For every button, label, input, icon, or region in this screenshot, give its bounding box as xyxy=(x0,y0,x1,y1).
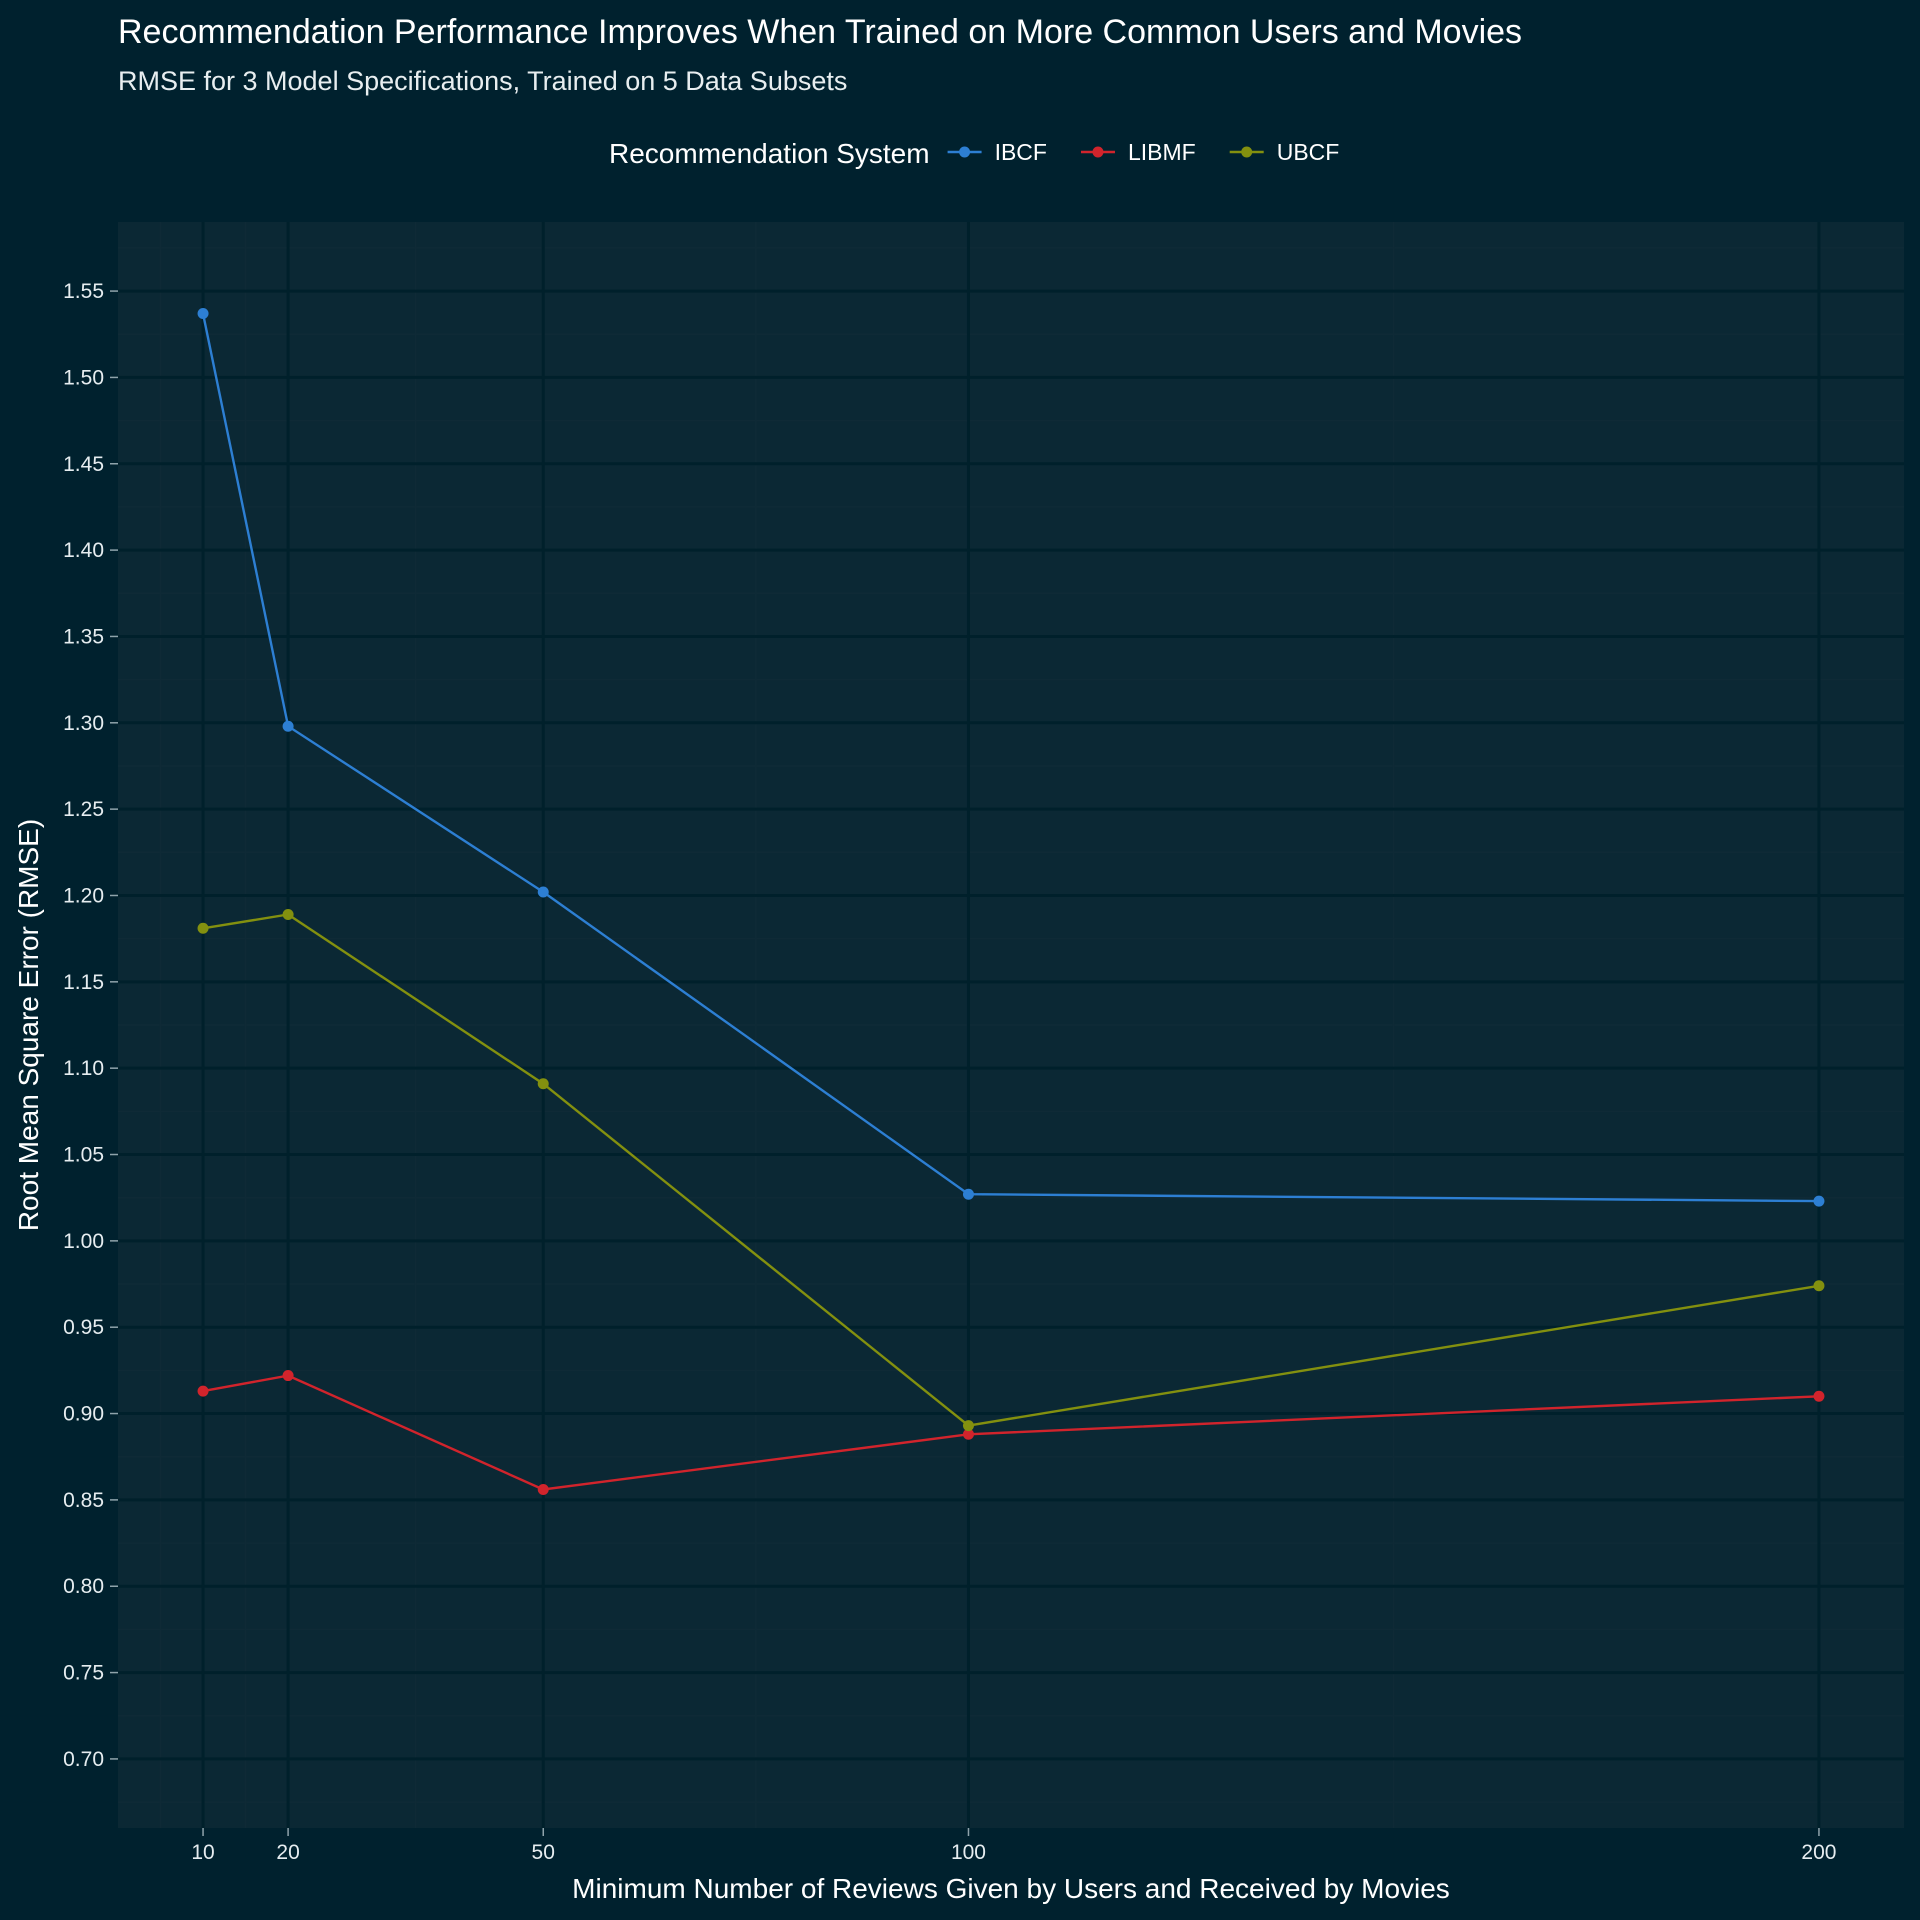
legend-marker-ubcf xyxy=(1241,146,1253,158)
data-point-ibcf xyxy=(962,1188,974,1200)
legend-label-ibcf: IBCF xyxy=(995,139,1047,165)
x-axis-label: Minimum Number of Reviews Given by Users… xyxy=(572,1873,1450,1904)
legend: Recommendation System IBCF LIBMF UBCF xyxy=(609,138,1339,169)
data-point-libmf xyxy=(537,1484,549,1496)
data-point-libmf xyxy=(1813,1390,1825,1402)
x-tick-label: 50 xyxy=(532,1841,555,1864)
legend-marker-libmf xyxy=(1092,146,1104,158)
data-point-ibcf xyxy=(282,720,294,732)
chart-subtitle: RMSE for 3 Model Specifications, Trained… xyxy=(118,66,847,96)
y-axis: 0.70 0.75 0.80 0.85 0.90 0.95 1.00 1.05 1.10 1.15… xyxy=(63,280,118,1771)
y-tick-label: 1.15 xyxy=(63,971,104,994)
grid-major xyxy=(118,222,1904,1828)
x-tick-label: 20 xyxy=(276,1841,299,1864)
y-tick-label: 0.85 xyxy=(63,1489,104,1512)
data-point-ubcf xyxy=(197,922,209,934)
x-axis: 10 20 50 100 200 xyxy=(191,1828,1836,1864)
y-tick-label: 1.10 xyxy=(63,1057,104,1080)
x-tick-label: 10 xyxy=(191,1841,214,1864)
data-point-libmf xyxy=(197,1385,209,1397)
y-tick-label: 1.20 xyxy=(63,884,104,907)
legend-title: Recommendation System xyxy=(609,138,930,169)
data-point-ubcf xyxy=(1813,1280,1825,1292)
data-point-libmf xyxy=(282,1370,294,1382)
chart-title: Recommendation Performance Improves When… xyxy=(118,13,1522,51)
y-tick-label: 0.80 xyxy=(63,1575,104,1598)
grid-minor xyxy=(118,222,1904,1828)
series-points xyxy=(197,308,1825,1496)
y-tick-label: 1.25 xyxy=(63,798,104,821)
y-tick-label: 1.50 xyxy=(63,366,104,389)
x-tick-label: 200 xyxy=(1801,1841,1836,1864)
x-tick-label: 100 xyxy=(951,1841,986,1864)
y-tick-label: 1.35 xyxy=(63,625,104,648)
legend-label-libmf: LIBMF xyxy=(1128,139,1196,165)
y-tick-label: 0.95 xyxy=(63,1316,104,1339)
data-point-ibcf xyxy=(537,886,549,898)
y-tick-label: 1.40 xyxy=(63,539,104,562)
y-axis-label: Root Mean Square Error (RMSE) xyxy=(13,819,44,1231)
data-point-ibcf xyxy=(1813,1195,1825,1207)
data-point-ibcf xyxy=(197,308,209,320)
data-point-ubcf xyxy=(962,1420,974,1432)
y-tick-label: 0.70 xyxy=(63,1748,104,1771)
y-tick-label: 1.30 xyxy=(63,712,104,735)
y-tick-label: 0.90 xyxy=(63,1403,104,1426)
legend-marker-ibcf xyxy=(959,146,971,158)
y-tick-label: 1.00 xyxy=(63,1230,104,1253)
y-tick-label: 1.55 xyxy=(63,280,104,303)
y-tick-label: 0.75 xyxy=(63,1662,104,1685)
y-tick-label: 1.45 xyxy=(63,453,104,476)
legend-label-ubcf: UBCF xyxy=(1277,139,1340,165)
data-point-ubcf xyxy=(537,1078,549,1090)
data-point-libmf xyxy=(962,1428,974,1440)
y-tick-label: 1.05 xyxy=(63,1144,104,1167)
data-point-ubcf xyxy=(282,908,294,920)
